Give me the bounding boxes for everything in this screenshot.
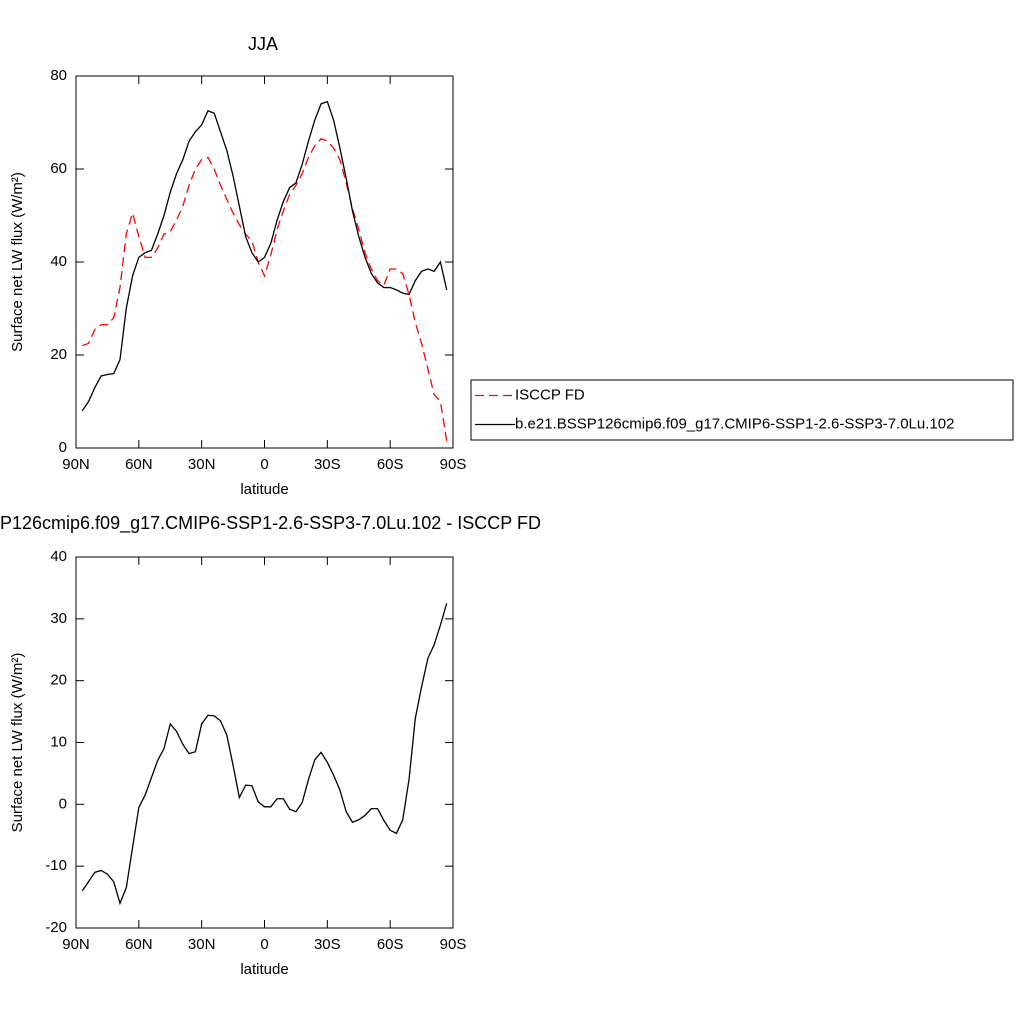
data-line	[81, 100, 448, 412]
x-tick-label: 60N	[125, 456, 153, 473]
y-tick-label: -20	[45, 919, 67, 936]
x-tick-label: 30S	[314, 456, 341, 473]
x-axis-label: latitude	[240, 481, 288, 498]
x-tick-label: 90S	[440, 936, 467, 953]
plot-frame	[75, 75, 454, 449]
y-tick-label: -10	[45, 857, 67, 874]
legend-label: b.e21.BSSP126cmip6.f09_g17.CMIP6-SSP1-2.…	[515, 415, 954, 432]
chart-title: JJA	[248, 34, 278, 54]
y-tick-label: 10	[50, 733, 67, 750]
x-tick-label: 60S	[377, 936, 404, 953]
y-tick-label: 0	[59, 439, 67, 456]
x-tick-label: 0	[260, 456, 268, 473]
y-axis-label: Surface net LW flux (W/m²)	[9, 172, 26, 352]
data-line	[82, 138, 448, 442]
y-tick-label: 0	[59, 795, 67, 812]
x-tick-label: 30N	[188, 936, 216, 953]
y-tick-label: 80	[50, 67, 67, 84]
x-tick-label: 90N	[62, 936, 90, 953]
y-tick-label: 40	[50, 548, 67, 565]
data-line	[81, 603, 448, 906]
y-tick-label: 30	[50, 610, 67, 627]
legend-box	[470, 379, 1014, 441]
x-tick-label: 30N	[188, 456, 216, 473]
x-tick-label: 60N	[125, 936, 153, 953]
x-tick-label: 0	[260, 936, 268, 953]
x-axis-label: latitude	[240, 961, 288, 978]
legend-label: ISCCP FD	[515, 386, 585, 403]
y-tick-label: 20	[50, 672, 67, 689]
x-tick-label: 90S	[440, 456, 467, 473]
x-tick-label: 90N	[62, 456, 90, 473]
chart-title: P126cmip6.f09_g17.CMIP6-SSP1-2.6-SSP3-7.…	[0, 513, 541, 534]
plot-frame	[75, 556, 454, 929]
y-tick-label: 40	[50, 253, 67, 270]
x-tick-label: 30S	[314, 936, 341, 953]
y-tick-label: 60	[50, 160, 67, 177]
y-axis-label: Surface net LW flux (W/m²)	[9, 653, 26, 833]
x-tick-label: 60S	[377, 456, 404, 473]
y-tick-label: 20	[50, 346, 67, 363]
